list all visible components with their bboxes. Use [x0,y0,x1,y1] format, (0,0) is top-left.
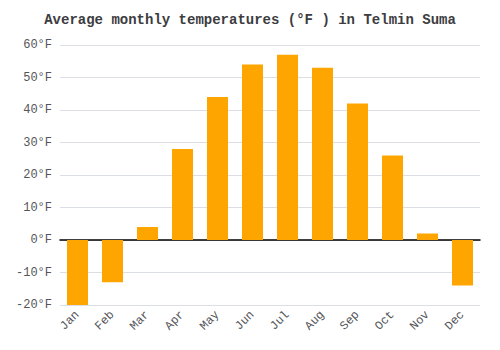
svg-text:Jun: Jun [232,308,257,333]
svg-text:Mar: Mar [127,308,152,333]
svg-text:May: May [197,308,222,333]
svg-text:Average monthly temperatures (: Average monthly temperatures (°F ) in Te… [44,12,456,28]
svg-text:Oct: Oct [372,308,397,333]
svg-text:Jan: Jan [57,308,82,333]
svg-text:10°F: 10°F [23,201,52,215]
svg-text:Jul: Jul [267,308,292,333]
svg-text:Apr: Apr [162,308,187,333]
svg-text:Sep: Sep [337,308,362,333]
svg-text:Nov: Nov [407,308,432,333]
svg-text:20°F: 20°F [23,168,52,182]
svg-text:Feb: Feb [92,308,117,333]
svg-text:60°F: 60°F [23,38,52,52]
svg-text:Dec: Dec [442,308,467,333]
svg-text:40°F: 40°F [23,103,52,117]
svg-text:50°F: 50°F [23,71,52,85]
svg-text:Aug: Aug [302,308,327,333]
svg-text:0°F: 0°F [30,233,52,247]
svg-text:30°F: 30°F [23,136,52,150]
svg-text:-10°F: -10°F [16,266,52,280]
svg-text:-20°F: -20°F [16,298,52,312]
